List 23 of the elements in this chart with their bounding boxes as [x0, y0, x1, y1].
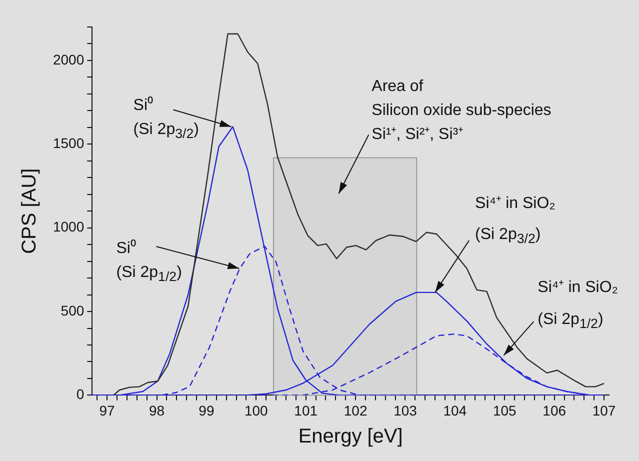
y-tick-label: 500: [60, 302, 84, 318]
x-tick-label: 102: [344, 402, 368, 418]
x-tick-label: 101: [294, 402, 318, 418]
x-tick-label: 97: [99, 402, 116, 418]
x-tick-label: 105: [492, 402, 517, 418]
x-axis-title: Energy [eV]: [298, 426, 403, 448]
y-axis-title: CPS [AU]: [18, 168, 41, 254]
x-tick-label: 106: [542, 402, 566, 418]
x-tick-label: 100: [244, 402, 268, 418]
annotation: Si⁰ (Si 2p$_{1/2}$): [116, 238, 182, 286]
x-tick-label: 99: [198, 402, 214, 418]
annotation: Si⁴⁺ in SiO₂ (Si 2p$_{3/2}$): [475, 194, 556, 249]
band-label: Area of Silicon oxide sub-species Si¹⁺, Si²⁺, Si³⁺: [372, 76, 552, 145]
x-tick-label: 107: [592, 402, 616, 418]
y-tick-label: 2000: [52, 51, 84, 68]
annotation: Si⁴⁺ in SiO₂ (Si 2p$_{1/2}$): [538, 278, 618, 333]
x-tick-label: 103: [394, 402, 418, 418]
y-tick-label: 1000: [52, 218, 84, 235]
x-tick-label: 104: [443, 402, 467, 418]
annotation: Si⁰ (Si 2p$_{3/2}$): [133, 95, 199, 143]
x-tick-label: 98: [148, 402, 165, 418]
y-tick-label: 0: [76, 386, 84, 402]
y-tick-label: 1500: [52, 135, 84, 152]
